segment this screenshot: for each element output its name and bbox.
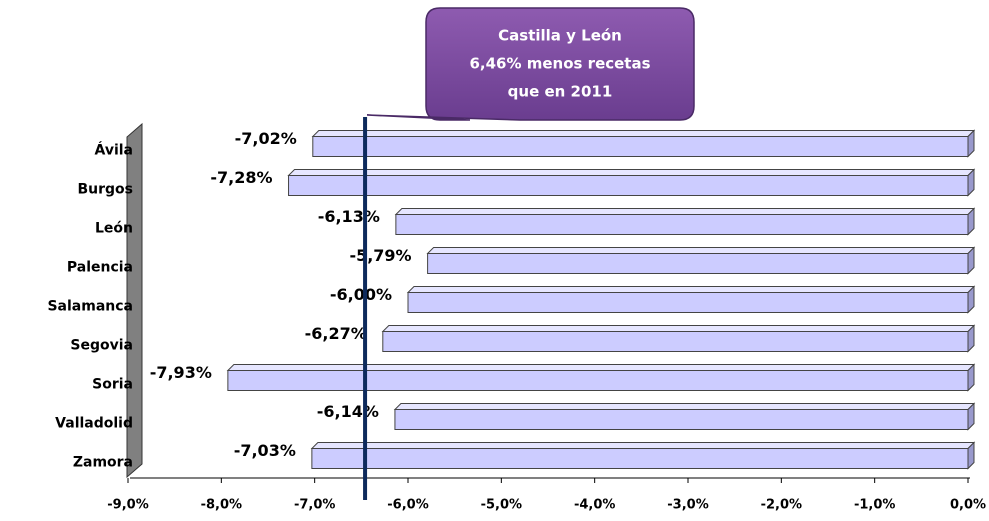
bar — [427, 253, 969, 274]
annotation-line: que en 2011 — [508, 83, 613, 101]
y-tick-label: Salamanca — [47, 299, 133, 315]
bar-top — [381, 325, 976, 332]
data-label: -5,79% — [349, 246, 411, 265]
bar — [227, 370, 969, 391]
bar — [395, 214, 969, 235]
bar — [382, 331, 969, 352]
bar-top — [311, 130, 976, 137]
bar — [311, 448, 969, 469]
data-label: -7,93% — [150, 363, 212, 382]
y-tick-label: Ávila — [94, 142, 133, 159]
x-tick-label: -7,0% — [294, 498, 335, 513]
bar-top — [406, 286, 976, 293]
annotation-line: 6,46% menos recetas — [469, 55, 650, 73]
x-tick-label: -1,0% — [854, 498, 895, 513]
bar-top — [226, 364, 976, 371]
x-tick-label: -3,0% — [667, 498, 708, 513]
data-label: -7,03% — [234, 441, 296, 460]
bar-top — [426, 247, 976, 254]
data-label: -7,02% — [235, 129, 297, 148]
y-tick-label: Zamora — [73, 455, 133, 471]
annotation-line: Castilla y León — [498, 27, 622, 45]
bar-top — [393, 403, 976, 410]
y-tick-label: Burgos — [77, 182, 133, 198]
x-tick-label: -2,0% — [761, 498, 802, 513]
y-tick-label: Valladolid — [55, 416, 133, 432]
x-tick-label: 0,0% — [950, 498, 986, 513]
side-wall — [126, 122, 143, 479]
data-label: -6,00% — [330, 285, 392, 304]
bar — [288, 175, 969, 196]
data-label: -6,13% — [318, 207, 380, 226]
x-tick-label: -5,0% — [481, 498, 522, 513]
x-tick-label: -6,0% — [387, 498, 428, 513]
x-tick-label: -8,0% — [201, 498, 242, 513]
bar-top — [394, 208, 976, 215]
y-tick-label: Segovia — [70, 338, 133, 354]
bar-top — [310, 442, 976, 449]
data-label: -6,27% — [305, 324, 367, 343]
x-tick-label: -9,0% — [107, 498, 148, 513]
bar — [407, 292, 969, 313]
y-tick-label: Soria — [92, 377, 133, 393]
bar-top — [287, 169, 976, 176]
y-tick-label: León — [95, 221, 133, 237]
annotation: Castilla y León 6,46% menos recetas que … — [366, 7, 695, 121]
y-tick-label: Palencia — [67, 260, 133, 276]
data-label: -6,14% — [317, 402, 379, 421]
callout-box — [366, 7, 695, 121]
bar — [312, 136, 969, 157]
x-tick-label: -4,0% — [574, 498, 615, 513]
data-label: -7,28% — [210, 168, 272, 187]
bar — [394, 409, 969, 430]
